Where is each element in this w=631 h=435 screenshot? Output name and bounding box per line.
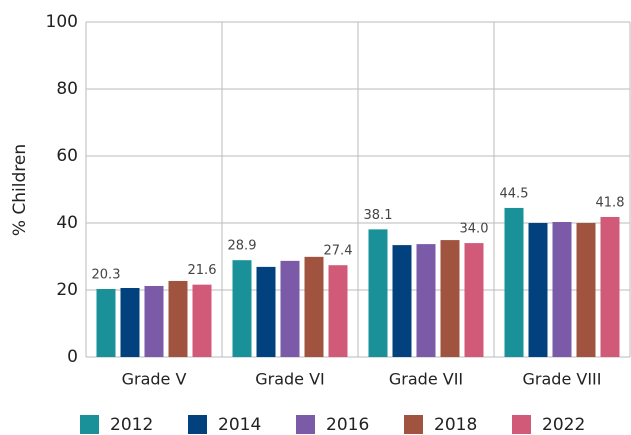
- value-label: 38.1: [364, 208, 393, 223]
- value-label: 20.3: [92, 267, 121, 282]
- legend-swatch: [80, 415, 99, 434]
- value-label: 34.0: [460, 222, 489, 237]
- bar: [552, 221, 572, 357]
- bar: [328, 265, 348, 357]
- value-label: 28.9: [228, 239, 257, 254]
- legend-label: 2016: [326, 415, 369, 435]
- value-label: 41.8: [596, 195, 625, 210]
- bar: [192, 284, 212, 357]
- bar: [280, 260, 300, 357]
- legend-label: 2022: [542, 415, 585, 435]
- y-axis-label: % Children: [10, 144, 30, 236]
- x-tick-label: Grade VI: [255, 370, 325, 389]
- bar: [144, 285, 164, 357]
- y-tick-label: 60: [56, 146, 78, 166]
- y-tick-label: 20: [56, 280, 78, 300]
- y-tick-label: 80: [56, 79, 78, 99]
- value-label: 27.4: [324, 244, 353, 259]
- bar: [256, 266, 276, 357]
- bar: [528, 223, 548, 357]
- bar: [416, 244, 436, 357]
- legend-label: 2012: [110, 415, 153, 435]
- x-tick-label: Grade V: [122, 370, 187, 389]
- value-label: 44.5: [500, 186, 529, 201]
- y-tick-label: 40: [56, 213, 78, 233]
- y-tick-label: 0: [67, 347, 78, 367]
- legend-label: 2014: [218, 415, 261, 435]
- bar: [392, 245, 412, 357]
- bar: [464, 243, 484, 357]
- bar: [600, 216, 620, 357]
- value-label: 21.6: [188, 263, 217, 278]
- legend-swatch: [188, 415, 207, 434]
- bar: [304, 256, 324, 357]
- legend-swatch: [512, 415, 531, 434]
- legend-label: 2018: [434, 415, 477, 435]
- bar: [232, 260, 252, 357]
- bar: [440, 240, 460, 357]
- bar: [504, 207, 524, 357]
- x-tick-label: Grade VIII: [523, 370, 602, 389]
- bar: [168, 280, 188, 357]
- bar: [120, 287, 140, 357]
- bar: [368, 229, 388, 357]
- bar: [96, 288, 116, 357]
- legend-swatch: [296, 415, 315, 434]
- legend-swatch: [404, 415, 423, 434]
- x-tick-label: Grade VII: [389, 370, 463, 389]
- bar: [576, 223, 596, 357]
- y-tick-label: 100: [46, 12, 78, 32]
